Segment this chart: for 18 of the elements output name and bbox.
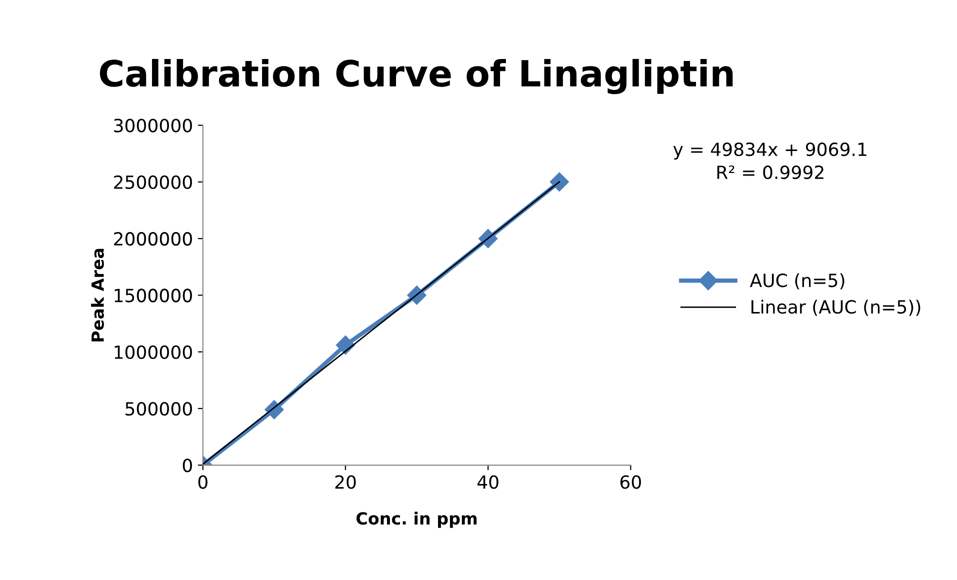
y-tick-label: 0	[182, 458, 192, 472]
x-axis-title: Conc. in ppm	[356, 512, 477, 528]
x-tick-label: 60	[620, 475, 641, 489]
y-tick-label: 2500000	[114, 175, 192, 190]
chart-title: Calibration Curve of Linagliptin	[100, 58, 733, 94]
legend-label: Linear (AUC (n=5))	[752, 300, 920, 316]
y-tick-label: 3000000	[114, 118, 192, 132]
legend-label: AUC (n=5)	[750, 273, 844, 290]
y-tick-label: 2000000	[114, 232, 192, 246]
y-tick-label: 500000	[126, 402, 192, 416]
x-tick-label: 20	[335, 475, 356, 489]
x-tick-label: 40	[477, 475, 498, 489]
text: y = 49834x + 9069.1 R² = 0.9992	[673, 142, 866, 180]
y-axis-title: Peak Area	[91, 248, 104, 342]
point	[550, 172, 569, 192]
x-tick-label: 0	[198, 475, 208, 489]
y-tick-label: 1500000	[114, 288, 192, 302]
y-tick-label: 1000000	[114, 345, 192, 359]
